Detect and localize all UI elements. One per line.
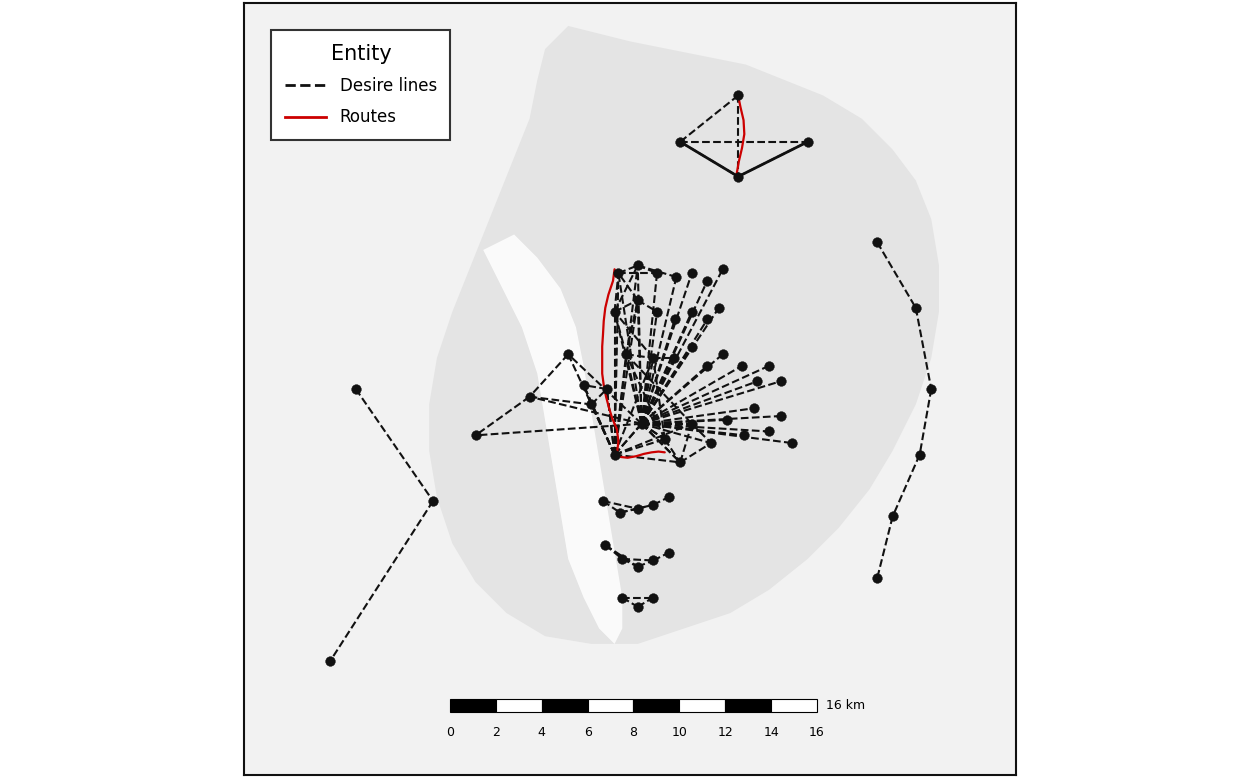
Text: 6: 6: [583, 726, 591, 739]
Text: 16 km: 16 km: [827, 699, 866, 712]
Text: 10: 10: [672, 726, 687, 739]
Bar: [679, 699, 726, 712]
Text: 8: 8: [630, 726, 638, 739]
Bar: [634, 699, 679, 712]
Text: 4: 4: [538, 726, 546, 739]
Bar: [771, 699, 816, 712]
Bar: [496, 699, 542, 712]
Legend: Desire lines, Routes: Desire lines, Routes: [271, 30, 450, 140]
Bar: [726, 699, 771, 712]
Bar: [587, 699, 634, 712]
Text: 16: 16: [809, 726, 825, 739]
Text: 12: 12: [717, 726, 733, 739]
Polygon shape: [430, 26, 939, 644]
Text: 0: 0: [446, 726, 454, 739]
Text: 14: 14: [764, 726, 779, 739]
Text: 2: 2: [491, 726, 500, 739]
Polygon shape: [484, 234, 622, 644]
Bar: [542, 699, 587, 712]
Bar: [450, 699, 496, 712]
